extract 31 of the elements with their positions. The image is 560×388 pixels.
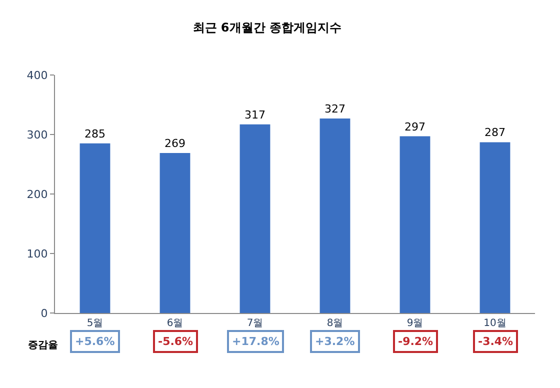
text: +3.2% [315, 335, 355, 348]
bar [80, 143, 110, 313]
data-label: 317 [244, 108, 266, 122]
data-label: 327 [324, 102, 346, 116]
x-tick-label: 8월 [326, 318, 344, 329]
text: -5.6% [158, 335, 194, 348]
y-tick-label: 200 [26, 188, 48, 201]
data-label: 269 [164, 136, 186, 150]
data-label: 285 [84, 127, 106, 140]
x-tick-label: 9월 [406, 318, 424, 329]
bar [160, 152, 190, 313]
text: +5.6% [75, 335, 115, 348]
bar [480, 142, 510, 313]
chart-title: 최근 6개월간 종합게임지수 [192, 20, 342, 34]
y-tick-label: 400 [26, 68, 48, 82]
y-tick-label: 100 [26, 247, 48, 260]
data-label: 297 [404, 120, 426, 134]
x-tick-label: 7월 [246, 318, 264, 329]
data-label: 287 [484, 126, 506, 140]
bar [240, 124, 270, 313]
text: -3.4% [478, 335, 514, 348]
x-tick-label: 5월 [86, 318, 104, 329]
y-tick-label: 300 [26, 128, 48, 142]
bar [320, 118, 350, 313]
x-tick-label: 6월 [166, 318, 184, 329]
text: -9.2% [398, 335, 434, 348]
x-tick-label: 10월 [484, 318, 506, 329]
text: +17.8% [232, 335, 280, 348]
y-tick-label: 0 [40, 306, 48, 320]
text: 증감율 [28, 340, 58, 351]
bar [400, 136, 430, 313]
